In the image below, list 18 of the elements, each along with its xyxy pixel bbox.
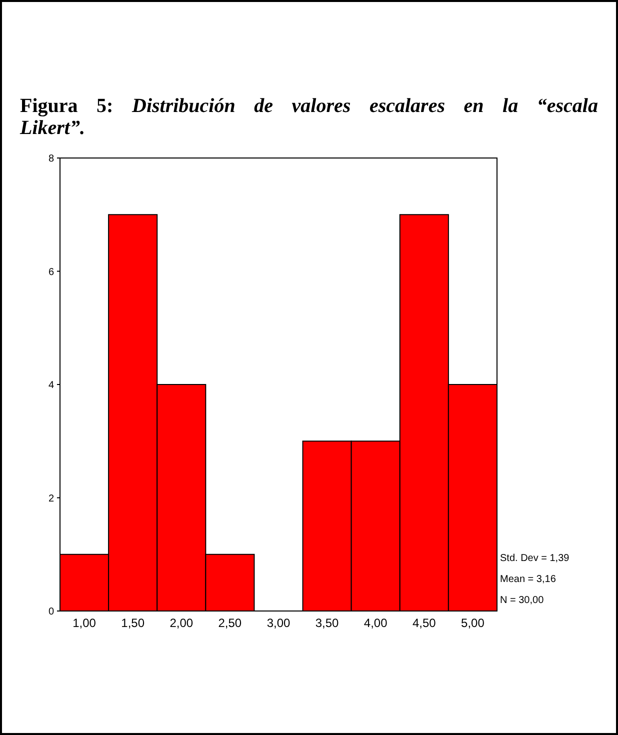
x-tick-label: 1,00: [72, 616, 96, 630]
x-tick-label: 4,50: [412, 616, 436, 630]
x-tick-label: 5,00: [461, 616, 485, 630]
chart-title: Figura 5: Distribución de valores escalares en la “escala Likert”.: [20, 95, 598, 139]
y-tick-label: 6: [48, 266, 54, 278]
text: N = 30,00: [500, 595, 544, 606]
text: Mean = 3,16: [500, 574, 556, 585]
x-tick-label: 2,00: [170, 616, 194, 630]
text: Std. Dev = 1,39: [500, 553, 570, 564]
x-tick-label: 4,00: [364, 616, 388, 630]
x-tick-label: 1,50: [121, 616, 145, 630]
y-tick-label: 8: [48, 154, 54, 164]
x-tick-label: 2,50: [218, 616, 242, 630]
x-tick-label: 3,50: [315, 616, 340, 630]
x-tick-label: 3,00: [266, 616, 290, 630]
y-tick-label: 2: [48, 493, 54, 504]
y-tick-label: 0: [48, 606, 54, 618]
y-tick-label: 4: [48, 380, 54, 391]
